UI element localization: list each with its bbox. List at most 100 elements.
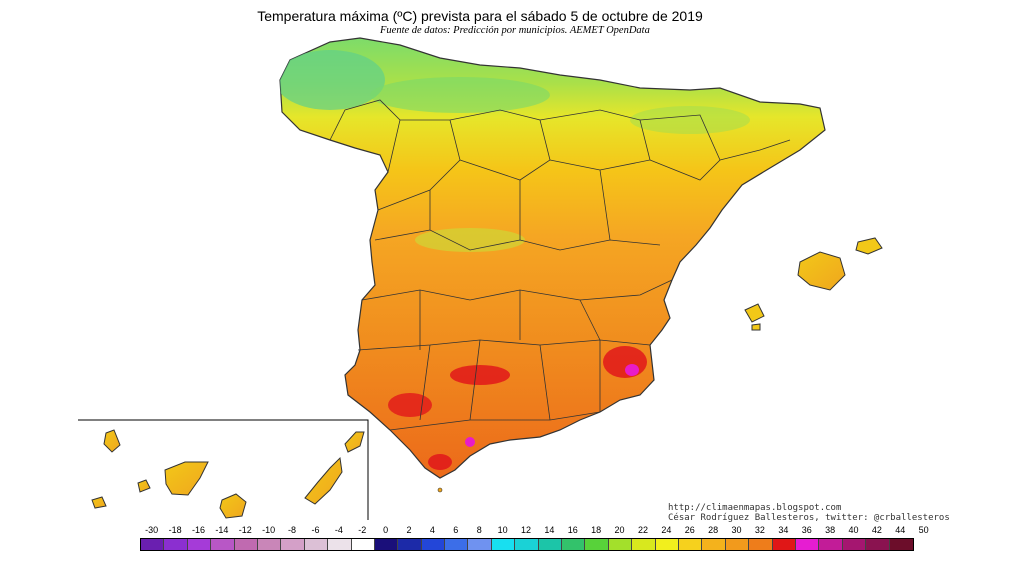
formentera-island <box>751 323 761 331</box>
sistema-central-cool-zone <box>415 228 525 252</box>
legend-swatch <box>866 539 890 550</box>
legend-swatch <box>351 539 375 550</box>
legend-tick-label: 22 <box>637 525 648 535</box>
la-palma-island <box>103 429 121 453</box>
legend-tick-label: -6 <box>311 525 320 535</box>
legend-swatch <box>468 539 492 550</box>
legend-tick-label: 10 <box>497 525 508 535</box>
legend-tick-label: -16 <box>191 525 205 535</box>
legend-swatch <box>702 539 726 550</box>
legend-tick-label: 32 <box>754 525 765 535</box>
legend-tick-label: 36 <box>801 525 812 535</box>
legend-tick-label: 12 <box>520 525 532 535</box>
legend-swatch <box>398 539 422 550</box>
legend-tick-label: -10 <box>262 525 276 535</box>
malaga-hot-zone <box>428 454 452 470</box>
legend-swatch <box>655 539 679 550</box>
legend-tick-label: 2 <box>406 525 412 535</box>
map-title: Temperatura máxima (ºC) prevista para el… <box>257 8 703 24</box>
legend-tick-label: -2 <box>358 525 367 535</box>
legend-swatch <box>608 539 633 550</box>
tenerife-island <box>164 461 209 496</box>
canary-islands <box>91 429 365 519</box>
galicia-cool-zone <box>280 50 385 110</box>
province-borders <box>329 99 791 431</box>
ibiza-island <box>744 303 765 323</box>
legend-tick-label: 50 <box>918 525 929 535</box>
legend-swatch <box>632 539 656 550</box>
legend-tick-label: 40 <box>848 525 859 535</box>
credit-author: César Rodríguez Ballesteros, twitter: @c… <box>668 513 950 523</box>
legend-swatch <box>421 539 446 550</box>
legend-swatch <box>538 539 563 550</box>
cantabrian-cool-zone <box>370 77 550 113</box>
legend-tick-label: 18 <box>591 525 602 535</box>
legend-swatch <box>234 539 258 550</box>
lanzarote-island <box>344 431 365 453</box>
legend-tick-label: 6 <box>453 525 459 535</box>
legend-swatch <box>211 539 235 550</box>
guadalquivir-hot-zone <box>450 365 510 385</box>
legend-swatch <box>187 539 212 550</box>
legend-swatch <box>842 539 867 550</box>
legend-tick-label: 4 <box>429 525 435 535</box>
legend-swatch <box>257 539 282 550</box>
gran-canaria-island <box>219 493 247 519</box>
legend-swatch <box>374 539 399 550</box>
fuerteventura-island <box>304 456 343 505</box>
legend-swatch <box>819 539 843 550</box>
legend-tick-label: -14 <box>215 525 229 535</box>
legend-swatch <box>678 539 703 550</box>
legend-tick-label: -8 <box>288 525 297 535</box>
legend-swatch <box>445 539 469 550</box>
pyrenees-cool-zone <box>630 106 750 134</box>
legend-tick-label: 20 <box>614 525 625 535</box>
seville-hot-zone <box>388 393 432 417</box>
el-hierro-island <box>91 496 107 509</box>
credit-url: http://climaenmapas.blogspot.com <box>668 503 842 513</box>
la-gomera-island <box>137 479 151 493</box>
legend-swatch <box>772 539 796 550</box>
legend-swatch <box>889 539 913 550</box>
legend-bar <box>140 538 914 551</box>
legend-swatch <box>304 539 329 550</box>
canary-inset-frame <box>78 419 369 520</box>
legend-swatch <box>795 539 820 550</box>
legend-tick-label: -12 <box>238 525 252 535</box>
legend-tick-label: -30 <box>145 525 159 535</box>
legend-tick-label: 26 <box>684 525 695 535</box>
mainland-spain <box>279 37 826 479</box>
granada-very-hot-spot <box>465 437 475 447</box>
legend-tick-label: 38 <box>825 525 836 535</box>
legend-tick-label: 34 <box>778 525 789 535</box>
legend-swatch <box>141 539 165 550</box>
legend-swatch <box>515 539 539 550</box>
map-subtitle: Fuente de datos: Predicción por municipi… <box>380 25 650 36</box>
legend-tick-label: 44 <box>895 525 906 535</box>
legend-swatch <box>281 539 305 550</box>
menorca-island <box>855 237 883 255</box>
legend-swatch <box>164 539 188 550</box>
color-legend: -30 -18 -16 -14 -12 -10 -8 -6 -4 -2 0 2 4 6 8 10 12 14 16 1… <box>140 525 929 565</box>
legend-tick-label: -18 <box>168 525 182 535</box>
ceuta-marker <box>437 487 443 493</box>
legend-tick-label: -4 <box>334 525 343 535</box>
legend-swatch <box>328 539 352 550</box>
legend-tick-label: 8 <box>476 525 482 535</box>
murcia-very-hot-spot <box>625 364 639 376</box>
legend-tick-label: 28 <box>708 525 719 535</box>
legend-tick-label: 24 <box>661 525 672 535</box>
legend-tick-label: 0 <box>383 525 389 535</box>
murcia-hot-zone <box>603 346 647 378</box>
legend-swatch <box>749 539 773 550</box>
legend-swatch <box>585 539 609 550</box>
legend-tick-label: 16 <box>567 525 578 535</box>
legend-tick-label: 14 <box>544 525 555 535</box>
legend-tick-label: 30 <box>731 525 742 535</box>
mallorca-island <box>797 251 846 291</box>
legend-swatch <box>725 539 750 550</box>
legend-tick-label: 42 <box>871 525 882 535</box>
legend-swatch <box>562 539 586 550</box>
legend-swatch <box>491 539 516 550</box>
